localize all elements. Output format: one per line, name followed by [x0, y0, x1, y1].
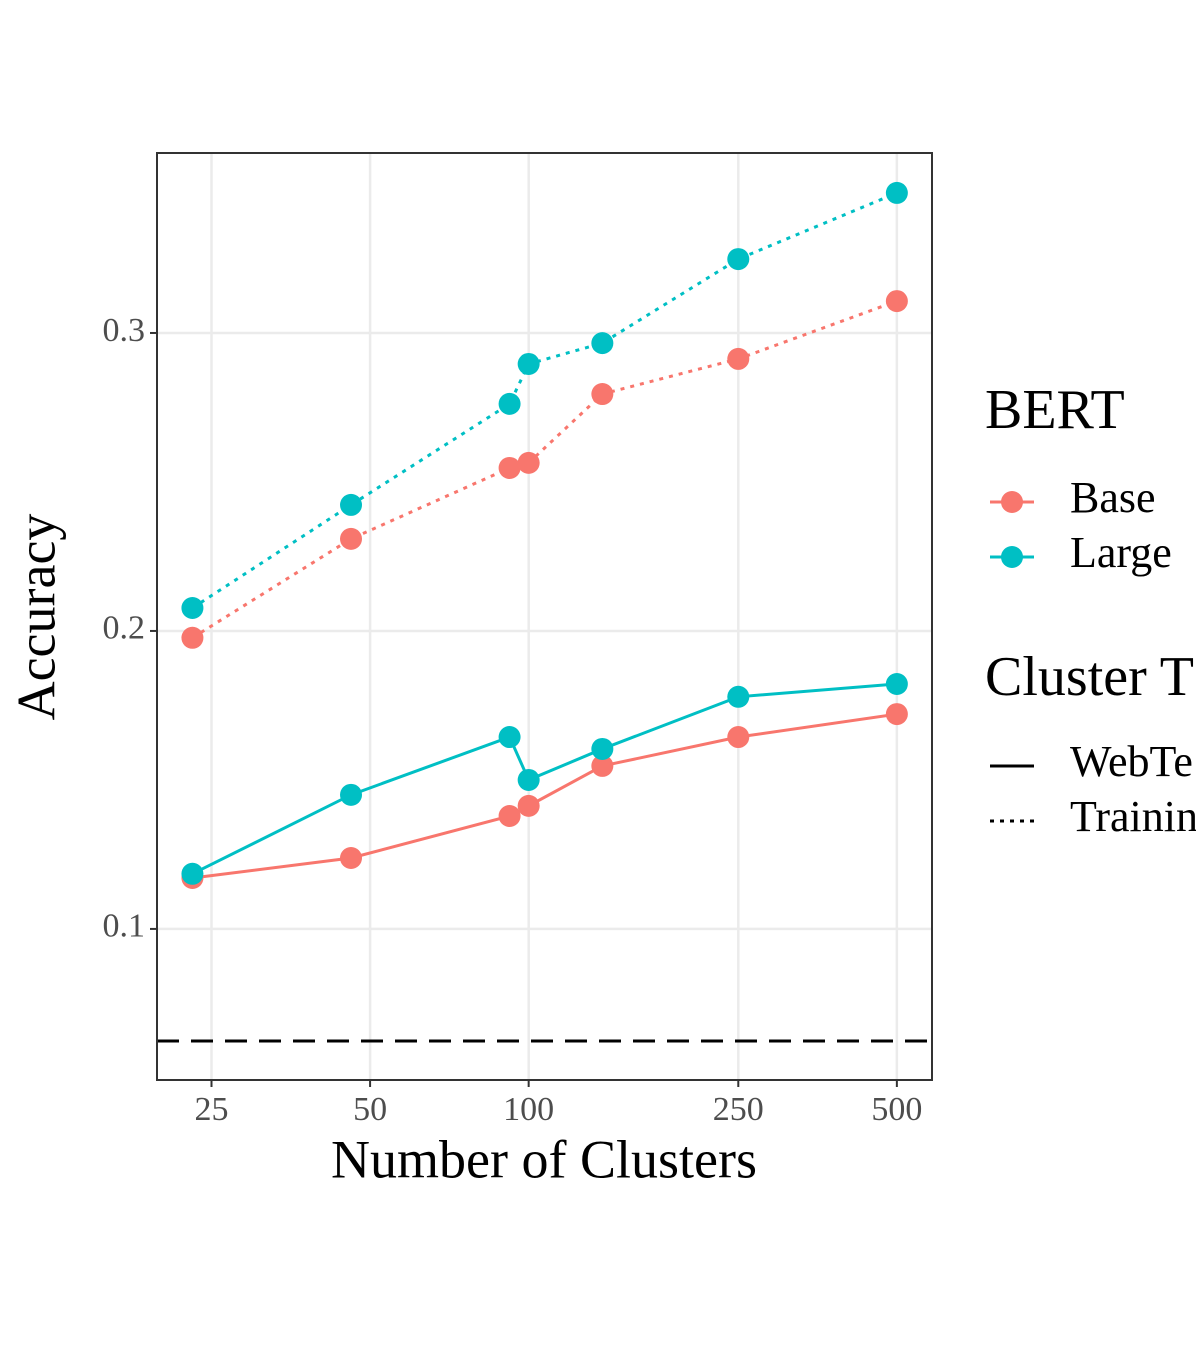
data-point: [727, 685, 750, 708]
data-point: [727, 347, 750, 370]
data-point: [340, 493, 363, 516]
data-point: [498, 392, 521, 415]
data-point: [591, 754, 614, 777]
y-tick-label: 0.3: [103, 312, 146, 349]
data-point: [517, 768, 540, 791]
data-point: [181, 626, 204, 649]
data-point: [340, 527, 363, 550]
data-point: [340, 783, 363, 806]
data-point: [517, 794, 540, 817]
data-point: [498, 804, 521, 827]
legend-label: Trainin: [1070, 792, 1196, 841]
data-point: [591, 737, 614, 760]
data-point: [181, 862, 204, 885]
x-tick-label: 100: [503, 1091, 554, 1128]
legend-title: BERT: [985, 379, 1125, 441]
legend-title: Cluster T: [985, 646, 1194, 708]
y-axis-title: Accuracy: [6, 514, 66, 721]
data-point: [517, 451, 540, 474]
x-axis-title: Number of Clusters: [331, 1129, 757, 1189]
plot-border: [156, 152, 933, 1081]
data-point: [885, 290, 908, 313]
data-point: [517, 352, 540, 375]
data-point: [181, 597, 204, 620]
x-tick-label: 50: [353, 1091, 387, 1128]
data-point: [498, 456, 521, 479]
data-point: [591, 383, 614, 406]
data-point: [727, 726, 750, 749]
legend-marker: [1001, 546, 1023, 568]
data-point: [885, 703, 908, 726]
data-point: [885, 181, 908, 204]
y-tick-label: 0.1: [103, 908, 146, 945]
x-tick-label: 250: [713, 1091, 764, 1128]
data-point: [340, 847, 363, 870]
x-tick-label: 25: [195, 1091, 229, 1128]
legend-label: WebTe: [1070, 737, 1193, 786]
x-tick-label: 500: [871, 1091, 922, 1128]
legend-label: Base: [1070, 473, 1156, 522]
y-tick-label: 0.2: [103, 610, 146, 647]
data-point: [591, 332, 614, 355]
legend-label: Large: [1070, 528, 1172, 577]
data-point: [885, 672, 908, 695]
data-point: [727, 248, 750, 271]
data-point: [498, 726, 521, 749]
legend-marker: [1001, 491, 1023, 513]
